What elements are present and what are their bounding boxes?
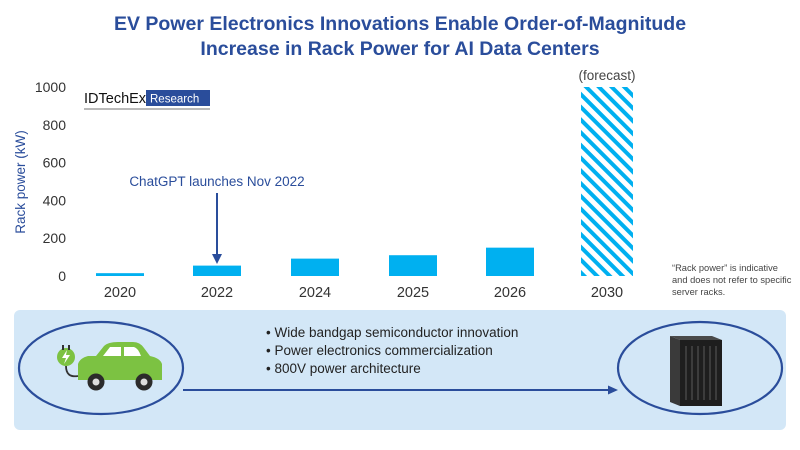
x-tick-label: 2024 <box>299 285 331 301</box>
chart-title-line-2: Increase in Rack Power for AI Data Cente… <box>200 38 600 60</box>
x-tick-label: 2022 <box>201 285 233 301</box>
y-tick-label: 600 <box>43 155 67 171</box>
footnote: “Rack power” is indicative and does not … <box>672 263 792 297</box>
bar <box>193 265 241 276</box>
bar <box>389 255 437 276</box>
logo-badge <box>146 90 210 106</box>
bullet-item: Wide bandgap semiconductor innovation <box>266 324 518 342</box>
bullet-item: 800V power architecture <box>266 360 518 378</box>
y-axis-label: Rack power (kW) <box>13 130 28 234</box>
y-tick-label: 1000 <box>35 79 66 95</box>
annotation-forecast: (forecast) <box>578 68 635 83</box>
logo-badge-text: Research <box>150 94 199 106</box>
x-tick-label: 2020 <box>104 285 136 301</box>
bar-forecast <box>581 87 633 276</box>
x-tick-label: 2025 <box>397 285 429 301</box>
annotation-chatgpt: ChatGPT launches Nov 2022 <box>129 174 304 189</box>
idtechex-logo: IDTechEx Research <box>84 90 210 110</box>
y-tick-label: 200 <box>43 230 67 246</box>
y-tick-label: 400 <box>43 192 67 208</box>
x-tick-label: 2030 <box>591 285 623 301</box>
bar <box>96 273 144 276</box>
innovation-bullets: Wide bandgap semiconductor innovation Po… <box>266 324 518 378</box>
bar-chart: IDTechEx Research Rack power (kW) 0 200 400… <box>13 68 636 301</box>
bar <box>291 258 339 276</box>
logo-text: IDTechEx <box>84 91 147 107</box>
bullet-item: Power electronics commercialization <box>266 342 518 360</box>
bar <box>486 247 534 276</box>
y-tick-label: 800 <box>43 117 67 133</box>
chart-title: EV Power Electronics Innovations Enable … <box>0 12 800 62</box>
x-tick-label: 2026 <box>494 285 526 301</box>
chart-title-line-1: EV Power Electronics Innovations Enable … <box>113 13 687 35</box>
y-tick-label: 0 <box>58 268 66 284</box>
annotation-arrow-head <box>212 254 222 264</box>
